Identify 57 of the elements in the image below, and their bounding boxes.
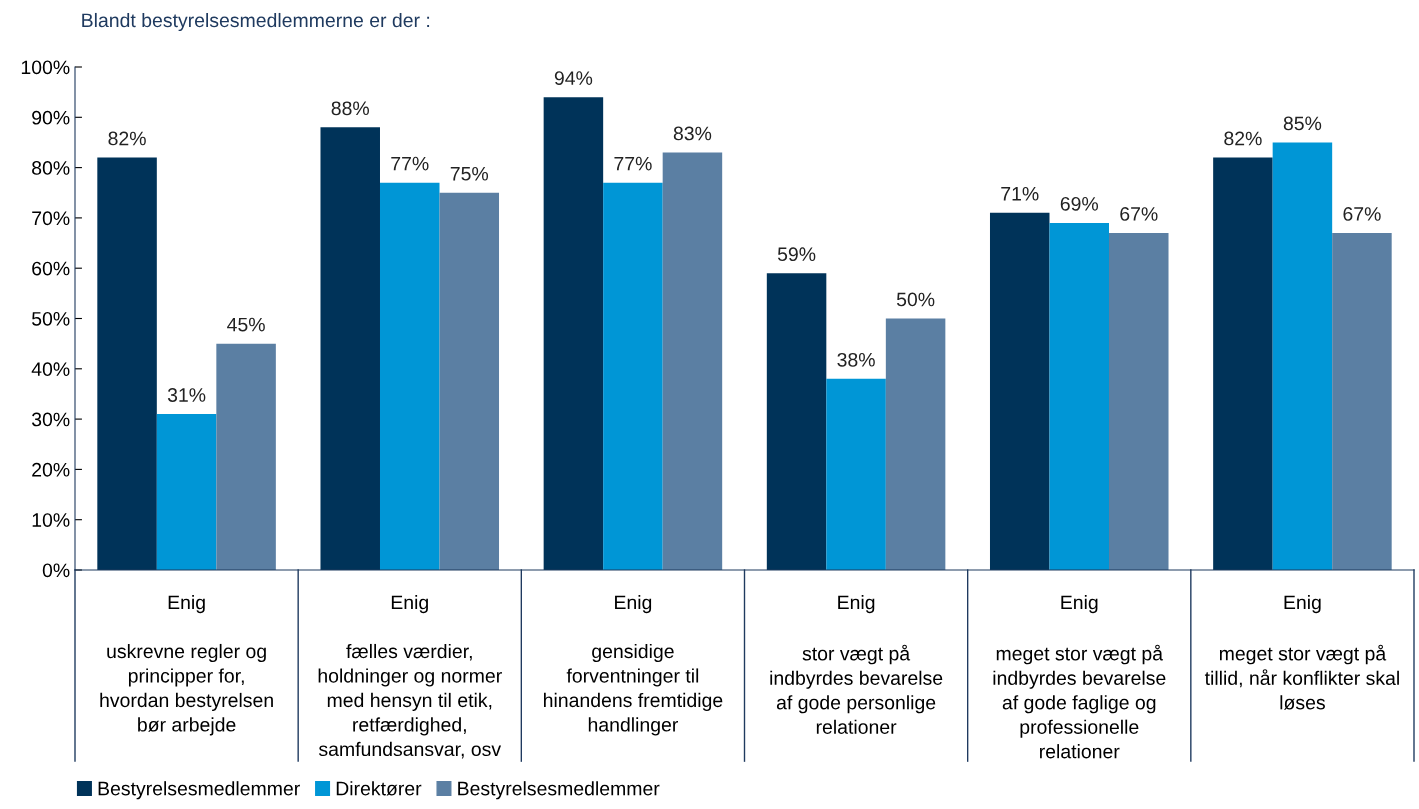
data-label: 67% — [1120, 207, 1158, 221]
data-label: 85% — [1283, 116, 1322, 131]
bar — [439, 192, 500, 570]
data-label: 82% — [1224, 131, 1262, 146]
y-tick-label: 0% — [42, 563, 70, 578]
bar — [766, 273, 827, 570]
data-label: 50% — [896, 292, 935, 307]
bar — [1272, 142, 1333, 570]
category-label: Enig meget stor vægt på tillid, når konflikter skal løses — [1204, 595, 1399, 710]
bar — [543, 97, 604, 570]
y-tick-label: 90% — [32, 110, 70, 125]
data-label: 69% — [1060, 196, 1099, 211]
category-label: Enig meget stor vægt på indbyrdes bevarelse af gode faglige og professionelle relationer — [993, 595, 1166, 759]
category-label: Enig stor vægt på indbyrdes bevarelse af gode personlige relationer — [770, 595, 943, 734]
y-tick-label: 100% — [21, 60, 70, 75]
bar — [156, 414, 217, 570]
y-tick-label: 60% — [32, 261, 70, 276]
y-tick-label: 20% — [32, 462, 70, 477]
y-tick-label: 50% — [32, 311, 70, 326]
bar — [1049, 222, 1110, 570]
data-label: 67% — [1343, 207, 1381, 221]
legend-label: Bestyrelsesmedlemmer — [458, 781, 660, 800]
data-label: 38% — [837, 352, 875, 367]
data-label: 94% — [554, 71, 593, 85]
category-label: Enig fælles værdier, holdninger og normer med hensyn til etik, retfærdighed, samfundsansvar, osv — [318, 595, 502, 759]
data-label: 82% — [108, 131, 146, 146]
data-label: 59% — [777, 247, 816, 262]
bar — [1213, 157, 1273, 570]
category-label: Enig gensidige forventninger til hinandens fremtidige handlinger — [544, 595, 723, 736]
bar — [885, 318, 946, 570]
bar — [320, 127, 380, 570]
data-label: 77% — [391, 156, 429, 171]
data-label: 71% — [1001, 187, 1039, 201]
y-tick-label: 10% — [32, 513, 70, 527]
y-tick-label: 40% — [31, 362, 70, 377]
data-label: 45% — [227, 317, 265, 332]
bar — [1109, 232, 1169, 570]
bar — [826, 378, 886, 570]
bar — [1332, 232, 1392, 570]
bar — [379, 182, 440, 570]
data-label: 31% — [167, 388, 206, 402]
bar — [97, 157, 157, 570]
data-label: 83% — [673, 126, 712, 141]
legend-label: Direktører — [336, 781, 422, 796]
bar — [603, 182, 663, 570]
legend-label: Bestyrelsesmedlemmer — [98, 781, 300, 800]
bar — [662, 152, 723, 570]
data-label: 77% — [614, 156, 652, 171]
chart-title: Blandt bestyrelsesmedlemmerne er der : — [82, 12, 430, 32]
category-label: Enig uskrevne regler og principper for, hvordan bestyrelsen bør arbejde — [100, 595, 273, 736]
y-tick-label: 70% — [32, 211, 70, 226]
bar — [989, 212, 1050, 570]
y-tick-label: 80% — [32, 161, 70, 175]
bar — [216, 343, 276, 570]
data-label: 75% — [450, 166, 489, 181]
data-label: 88% — [331, 101, 370, 116]
y-tick-label: 30% — [31, 412, 70, 427]
